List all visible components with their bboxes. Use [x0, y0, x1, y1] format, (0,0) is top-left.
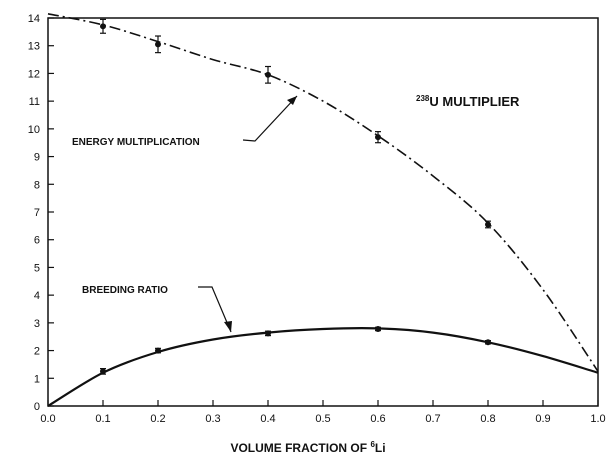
- data-point: [265, 330, 271, 337]
- data-point: [485, 339, 491, 346]
- y-tick-label: 13: [28, 41, 40, 53]
- energy-label-leader-line: [242, 95, 298, 142]
- x-tick-label: 0.0: [40, 413, 55, 425]
- x-tick-label: 0.3: [205, 413, 220, 425]
- x-tick-label: 0.7: [425, 413, 440, 425]
- multiplier-label-text: U MULTIPLIER: [429, 94, 520, 109]
- chart-ticks: 0.0 0.1 0.2 0.3 0.4 0.5 0.6 0.7 0.8 0.9 1.00123456…: [28, 13, 606, 425]
- x-tick-label: 0.1: [95, 413, 110, 425]
- breeding-label-arrowhead: [224, 321, 232, 332]
- y-tick-label: 8: [34, 179, 40, 191]
- y-tick-label: 0: [34, 401, 40, 413]
- chart-series: [47, 13, 599, 407]
- y-tick-label: 1: [34, 373, 40, 385]
- x-axis-title-suffix: Li: [375, 441, 386, 455]
- y-tick-label: 12: [28, 68, 40, 80]
- series-line-breeding-ratio: [47, 327, 599, 407]
- data-point: [375, 325, 381, 332]
- x-tick-label: 1.0: [590, 413, 605, 425]
- y-tick-label: 9: [34, 152, 40, 164]
- x-axis-title: VOLUME FRACTION OF 6Li: [230, 440, 385, 455]
- multiplier-label: 238U MULTIPLIER: [416, 94, 520, 109]
- y-tick-label: 11: [29, 96, 40, 108]
- y-tick-label: 5: [34, 262, 40, 274]
- x-tick-label: 0.6: [370, 413, 385, 425]
- y-tick-label: 6: [34, 235, 40, 247]
- y-tick-label: 4: [34, 290, 40, 302]
- data-point: [375, 134, 381, 141]
- data-point: [100, 23, 106, 30]
- x-tick-label: 0.8: [480, 413, 495, 425]
- chart-annotations: 238U MULTIPLIER ENERGY MULTIPLICATION BR…: [72, 94, 520, 455]
- data-point: [155, 41, 161, 48]
- data-point: [485, 221, 491, 228]
- x-tick-label: 0.9: [535, 413, 550, 425]
- energy-multiplication-label: ENERGY MULTIPLICATION: [72, 137, 200, 148]
- y-tick-label: 2: [34, 346, 40, 358]
- x-axis-title-sup: 6: [370, 440, 375, 449]
- data-point: [155, 347, 161, 354]
- breeding-ratio-label: BREEDING RATIO: [82, 285, 168, 296]
- breeding-label-leader-line: [198, 286, 232, 333]
- y-tick-label: 14: [28, 13, 40, 25]
- data-point: [265, 71, 271, 78]
- x-axis-title-prefix: VOLUME FRACTION OF: [230, 441, 370, 455]
- x-tick-label: 0.4: [260, 413, 275, 425]
- series-breeding-ratio: [47, 325, 599, 407]
- data-point: [100, 368, 106, 375]
- x-tick-label: 0.5: [315, 413, 330, 425]
- y-tick-label: 10: [28, 124, 40, 136]
- x-tick-label: 0.2: [150, 413, 165, 425]
- y-tick-label: 7: [34, 207, 40, 219]
- y-tick-label: 3: [34, 318, 40, 330]
- series-line-energy-multiplication: [47, 13, 599, 372]
- multiplier-label-sup: 238: [416, 94, 430, 103]
- energy-label-arrowhead: [287, 96, 297, 105]
- series-energy-multiplication: [47, 13, 599, 372]
